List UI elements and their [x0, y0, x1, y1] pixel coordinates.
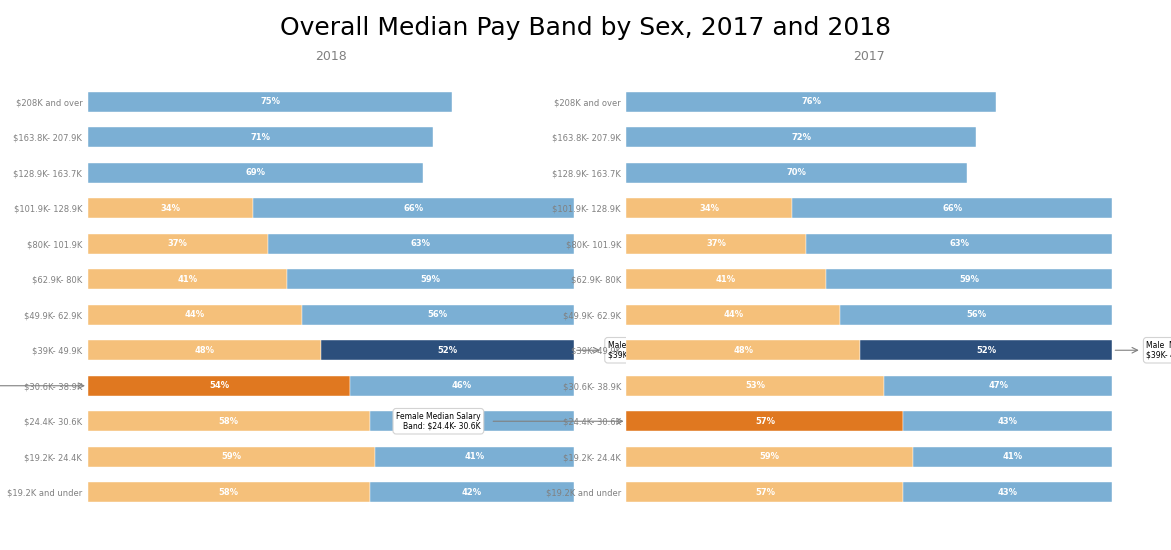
Text: 34%: 34%: [160, 204, 180, 213]
Text: 46%: 46%: [452, 381, 472, 390]
Text: 37%: 37%: [167, 239, 187, 248]
Bar: [375, 447, 574, 466]
Bar: [88, 411, 370, 431]
Bar: [626, 447, 913, 466]
Text: 59%: 59%: [221, 452, 241, 461]
Bar: [884, 376, 1112, 395]
Bar: [913, 447, 1112, 466]
Bar: [904, 411, 1112, 431]
Text: 76%: 76%: [801, 97, 821, 106]
Bar: [350, 376, 574, 395]
Bar: [88, 305, 302, 324]
Title: 2017: 2017: [854, 51, 885, 63]
Text: Overall Median Pay Band by Sex, 2017 and 2018: Overall Median Pay Band by Sex, 2017 and…: [280, 16, 891, 41]
Bar: [826, 270, 1112, 289]
Bar: [626, 482, 904, 502]
Text: 47%: 47%: [988, 381, 1008, 390]
Bar: [88, 340, 321, 360]
Text: Male  Median Salary Band:
$39K- 49.9K: Male Median Salary Band: $39K- 49.9K: [608, 340, 710, 360]
Bar: [321, 340, 574, 360]
Bar: [302, 305, 574, 324]
Text: 66%: 66%: [941, 204, 963, 213]
Text: 37%: 37%: [706, 239, 726, 248]
Text: 59%: 59%: [760, 452, 780, 461]
Text: 72%: 72%: [792, 133, 812, 142]
Bar: [626, 128, 977, 147]
Text: 52%: 52%: [438, 346, 458, 355]
Text: 54%: 54%: [208, 381, 230, 390]
Text: 56%: 56%: [966, 310, 986, 319]
Text: 44%: 44%: [724, 310, 744, 319]
Bar: [626, 411, 904, 431]
Bar: [88, 482, 370, 502]
Bar: [860, 340, 1112, 360]
Text: 58%: 58%: [219, 488, 239, 497]
Bar: [626, 92, 995, 112]
Text: 41%: 41%: [715, 275, 737, 284]
Text: 63%: 63%: [950, 239, 970, 248]
Bar: [370, 482, 574, 502]
Bar: [88, 234, 268, 254]
Bar: [792, 199, 1112, 218]
Bar: [626, 340, 860, 360]
Text: 71%: 71%: [251, 133, 271, 142]
Text: 69%: 69%: [246, 168, 266, 177]
Bar: [88, 92, 452, 112]
Bar: [626, 163, 966, 183]
Text: Female Median Salary
Band: $24.4K- 30.6K: Female Median Salary Band: $24.4K- 30.6K: [396, 411, 481, 431]
Text: 41%: 41%: [1002, 452, 1023, 461]
Text: 63%: 63%: [411, 239, 431, 248]
Text: 48%: 48%: [733, 346, 753, 355]
Text: 59%: 59%: [959, 275, 979, 284]
Bar: [841, 305, 1112, 324]
Text: 70%: 70%: [787, 168, 807, 177]
Text: 75%: 75%: [260, 97, 280, 106]
Bar: [904, 482, 1112, 502]
Bar: [626, 199, 792, 218]
Text: 57%: 57%: [755, 417, 775, 426]
Text: 41%: 41%: [464, 452, 485, 461]
Bar: [626, 234, 807, 254]
Bar: [626, 376, 884, 395]
Bar: [626, 270, 826, 289]
Text: 42%: 42%: [461, 488, 481, 497]
Text: 48%: 48%: [194, 346, 214, 355]
Text: 57%: 57%: [755, 488, 775, 497]
Bar: [807, 234, 1112, 254]
Text: 58%: 58%: [219, 417, 239, 426]
Bar: [268, 234, 574, 254]
Text: 59%: 59%: [420, 275, 440, 284]
Bar: [88, 376, 350, 395]
Bar: [370, 411, 574, 431]
Bar: [88, 128, 433, 147]
Bar: [287, 270, 574, 289]
Text: 43%: 43%: [998, 488, 1018, 497]
Text: 43%: 43%: [998, 417, 1018, 426]
Text: Male  Median Salary Band:
$39K- 49.9K: Male Median Salary Band: $39K- 49.9K: [1146, 340, 1171, 360]
Text: 34%: 34%: [699, 204, 719, 213]
Text: 56%: 56%: [427, 310, 447, 319]
Text: 52%: 52%: [977, 346, 997, 355]
Bar: [88, 270, 287, 289]
Bar: [253, 199, 574, 218]
Text: 42%: 42%: [461, 417, 481, 426]
Text: 44%: 44%: [185, 310, 205, 319]
Bar: [626, 305, 841, 324]
Bar: [88, 199, 253, 218]
Text: 53%: 53%: [745, 381, 766, 390]
Title: 2018: 2018: [315, 51, 347, 63]
Text: 41%: 41%: [177, 275, 198, 284]
Text: 66%: 66%: [403, 204, 424, 213]
Bar: [88, 163, 423, 183]
Bar: [88, 447, 375, 466]
